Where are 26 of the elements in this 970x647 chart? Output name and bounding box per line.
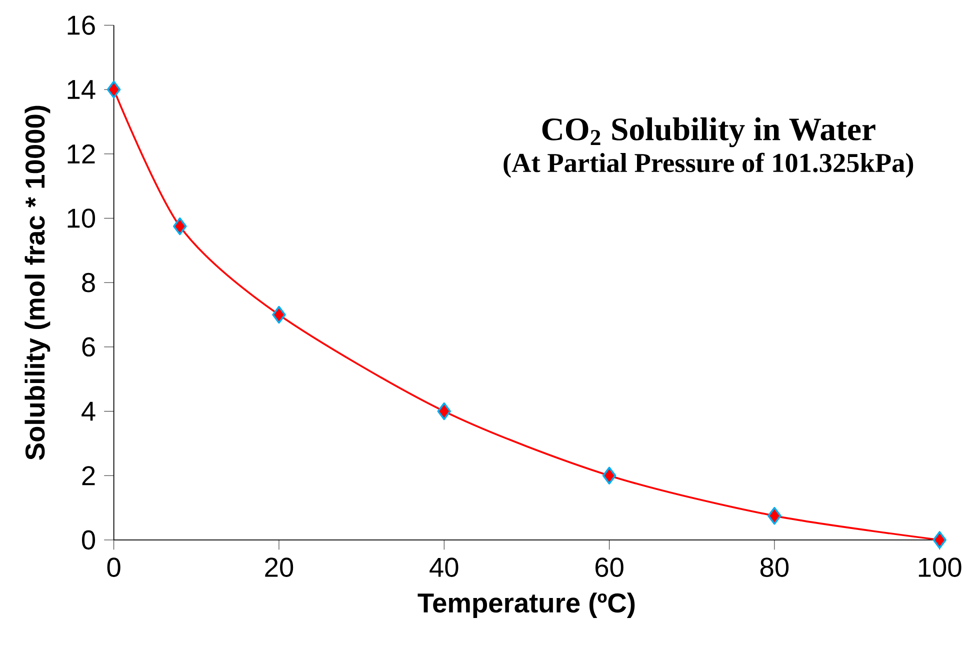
y-tick-label: 14 [68,80,96,100]
x-axis-title: Temperature (ºC) [418,592,635,618]
point [437,402,452,420]
y-tick-label: 0 [82,530,96,550]
x-tick-label: 100 [918,558,962,578]
point [173,218,187,236]
text: CO$_{2}$ Solubility in Water [542,118,876,148]
y-axis-title: Solubility (mol frac * 10000) [24,106,50,460]
x-tick-label: 0 [107,558,120,578]
x-tick-label: 80 [760,558,789,578]
text: (At Partial Pressure of 101.325kPa) [504,152,914,178]
point [272,306,286,324]
y-tick-label: 4 [82,402,96,421]
point [602,466,616,485]
y-tick-label: 2 [82,466,95,486]
y-tick-label: 8 [82,273,95,292]
x-tick-label: 60 [596,558,624,578]
y-tick-label: 10 [68,208,96,228]
x-tick-label: 20 [265,558,294,578]
point [932,531,946,549]
point [106,80,121,99]
y-tick-label: 16 [68,16,95,36]
x-tick-label: 40 [430,558,458,578]
y-tick-label: 6 [82,337,95,357]
point [768,507,782,525]
y-tick-label: 12 [68,144,95,164]
